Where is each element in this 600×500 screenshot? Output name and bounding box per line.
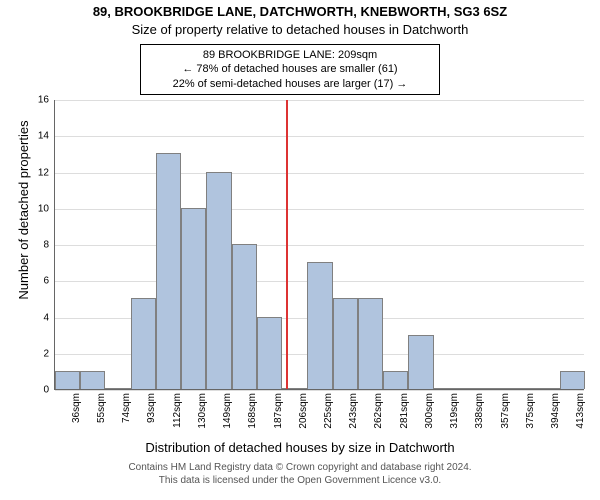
histogram-bar — [409, 336, 432, 389]
y-tick-label: 12 — [38, 167, 49, 178]
bar-outline — [484, 388, 509, 389]
histogram-bar — [207, 173, 230, 390]
histogram-bar — [157, 154, 180, 389]
x-tick-label: 112sqm — [172, 393, 183, 428]
reference-line — [286, 100, 288, 389]
y-tick-label: 16 — [38, 95, 49, 106]
y-tick-label: 8 — [43, 240, 49, 251]
histogram-bar — [359, 299, 382, 389]
x-tick-label: 319sqm — [449, 393, 460, 429]
x-tick-label: 262sqm — [373, 393, 384, 429]
histogram-bar — [384, 372, 407, 389]
x-tick-label: 93sqm — [146, 393, 157, 423]
histogram-bar — [182, 209, 205, 389]
x-tick-label: 168sqm — [247, 393, 258, 429]
histogram-bar — [308, 263, 331, 389]
x-tick-label: 36sqm — [71, 393, 82, 423]
histogram-bar — [81, 372, 104, 389]
x-tick-label: 225sqm — [323, 393, 334, 429]
annotation-box: 89 BROOKBRIDGE LANE: 209sqm ← 78% of det… — [140, 44, 440, 95]
y-tick-label: 4 — [43, 312, 49, 323]
x-tick-label: 375sqm — [525, 393, 536, 429]
gridline — [55, 209, 584, 210]
y-tick-label: 6 — [43, 276, 49, 287]
histogram-bar — [132, 299, 155, 389]
gridline — [55, 245, 584, 246]
y-axis-label: Number of detached properties — [16, 65, 31, 355]
annotation-line-1: 89 BROOKBRIDGE LANE: 209sqm — [147, 48, 433, 62]
bar-outline — [509, 388, 534, 389]
x-tick-label: 130sqm — [197, 393, 208, 429]
histogram-bar — [561, 372, 584, 389]
histogram-bar — [56, 372, 79, 389]
annotation-line-2: ← 78% of detached houses are smaller (61… — [147, 62, 433, 76]
bar-outline — [105, 388, 130, 389]
annotation-line-3: 22% of semi-detached houses are larger (… — [147, 77, 433, 91]
x-tick-label: 149sqm — [222, 393, 233, 429]
gridline — [55, 173, 584, 174]
x-axis-label: Distribution of detached houses by size … — [0, 440, 600, 455]
y-tick-label: 2 — [43, 348, 49, 359]
x-tick-label: 74sqm — [121, 393, 132, 423]
histogram-bar — [258, 318, 281, 390]
histogram-bar — [233, 245, 256, 389]
x-tick-label: 206sqm — [298, 393, 309, 429]
footer-attribution: Contains HM Land Registry data © Crown c… — [0, 462, 600, 487]
x-tick-label: 394sqm — [550, 393, 561, 429]
x-tick-label: 187sqm — [273, 393, 284, 429]
y-tick-label: 10 — [38, 203, 49, 214]
title-line-2: Size of property relative to detached ho… — [0, 22, 600, 37]
x-tick-label: 338sqm — [474, 393, 485, 429]
x-tick-label: 281sqm — [399, 393, 410, 429]
bar-outline — [535, 388, 560, 389]
footer-line-1: Contains HM Land Registry data © Crown c… — [0, 462, 600, 475]
histogram-bar — [334, 299, 357, 389]
x-tick-label: 300sqm — [424, 393, 435, 429]
bar-outline — [434, 388, 459, 389]
chart-container: 89, BROOKBRIDGE LANE, DATCHWORTH, KNEBWO… — [0, 0, 600, 500]
y-tick-label: 0 — [43, 385, 49, 396]
x-tick-label: 413sqm — [575, 393, 586, 429]
title-line-1: 89, BROOKBRIDGE LANE, DATCHWORTH, KNEBWO… — [0, 4, 600, 19]
gridline — [55, 390, 584, 391]
gridline — [55, 136, 584, 137]
bar-outline — [459, 388, 484, 389]
footer-line-2: This data is licensed under the Open Gov… — [0, 475, 600, 488]
x-tick-label: 243sqm — [348, 393, 359, 429]
x-tick-label: 357sqm — [500, 393, 511, 429]
x-tick-label: 55sqm — [96, 393, 107, 423]
gridline — [55, 100, 584, 101]
y-tick-label: 14 — [38, 131, 49, 142]
plot-area: 024681012141636sqm55sqm74sqm93sqm112sqm1… — [54, 100, 584, 390]
